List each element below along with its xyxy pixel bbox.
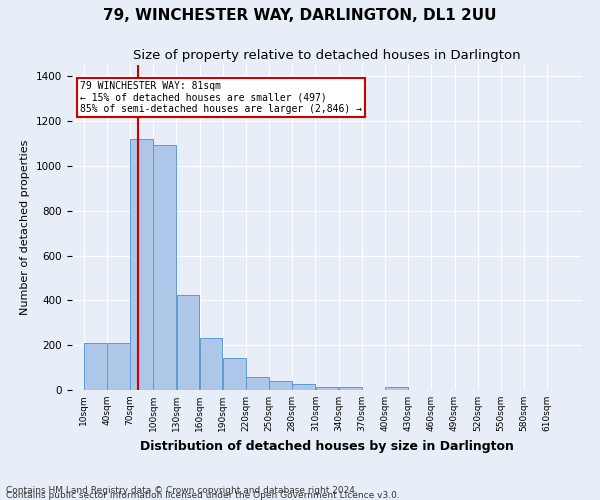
Bar [84,343,107,390]
X-axis label: Distribution of detached houses by size in Darlington: Distribution of detached houses by size … [140,440,514,452]
Bar [316,387,338,390]
Text: Contains HM Land Registry data © Crown copyright and database right 2024.: Contains HM Land Registry data © Crown c… [6,486,358,495]
Bar [223,358,245,390]
Bar [269,382,292,390]
Y-axis label: Number of detached properties: Number of detached properties [20,140,31,315]
Text: 79, WINCHESTER WAY, DARLINGTON, DL1 2UU: 79, WINCHESTER WAY, DARLINGTON, DL1 2UU [103,8,497,22]
Bar [130,139,153,390]
Bar [292,384,315,390]
Text: 79 WINCHESTER WAY: 81sqm
← 15% of detached houses are smaller (497)
85% of semi-: 79 WINCHESTER WAY: 81sqm ← 15% of detach… [80,80,362,114]
Bar [200,338,223,390]
Bar [107,343,130,390]
Bar [246,377,269,390]
Text: Contains public sector information licensed under the Open Government Licence v3: Contains public sector information licen… [6,491,400,500]
Bar [176,294,199,390]
Bar [385,387,408,390]
Bar [154,144,176,390]
Title: Size of property relative to detached houses in Darlington: Size of property relative to detached ho… [133,50,521,62]
Bar [339,386,362,390]
